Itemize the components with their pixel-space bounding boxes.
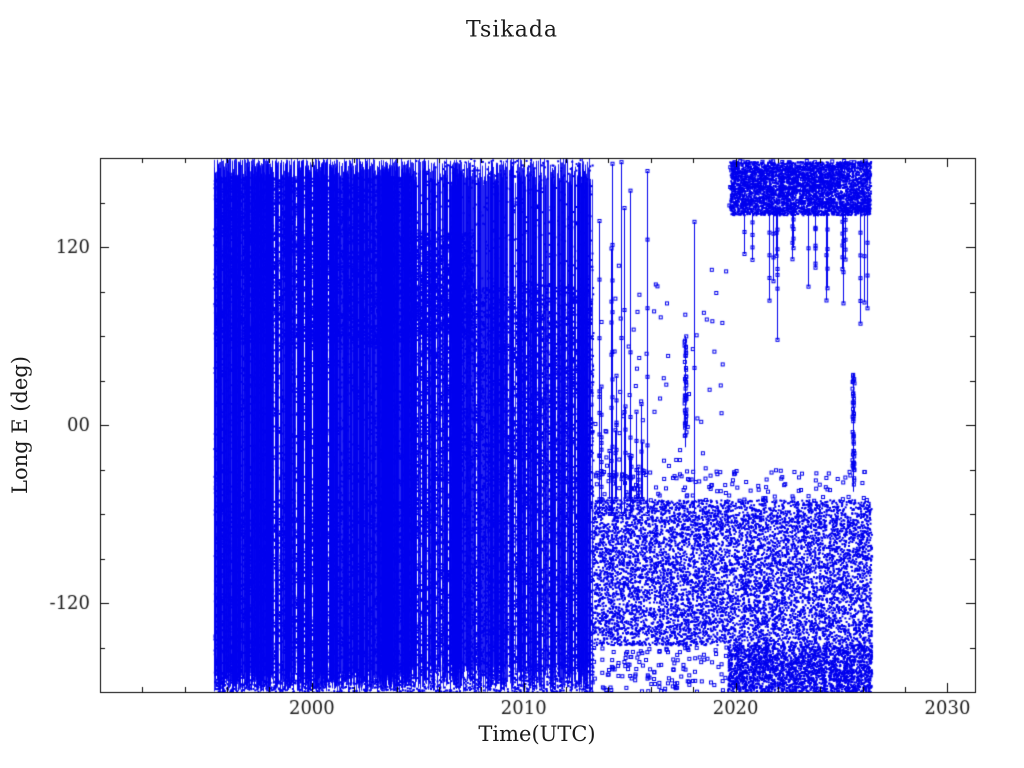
x-axis-label: Time(UTC) — [478, 722, 596, 746]
chart-title: Tsikada — [465, 17, 559, 43]
y-axis-label: Long E (deg) — [8, 356, 32, 494]
